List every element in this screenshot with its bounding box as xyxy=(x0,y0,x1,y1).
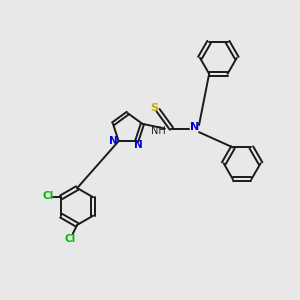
Text: N: N xyxy=(134,140,143,150)
Text: Cl: Cl xyxy=(42,191,53,201)
Text: NH: NH xyxy=(151,126,166,136)
Text: S: S xyxy=(151,103,158,113)
Text: N: N xyxy=(109,136,118,146)
Text: N: N xyxy=(190,122,199,132)
Text: Cl: Cl xyxy=(64,234,75,244)
